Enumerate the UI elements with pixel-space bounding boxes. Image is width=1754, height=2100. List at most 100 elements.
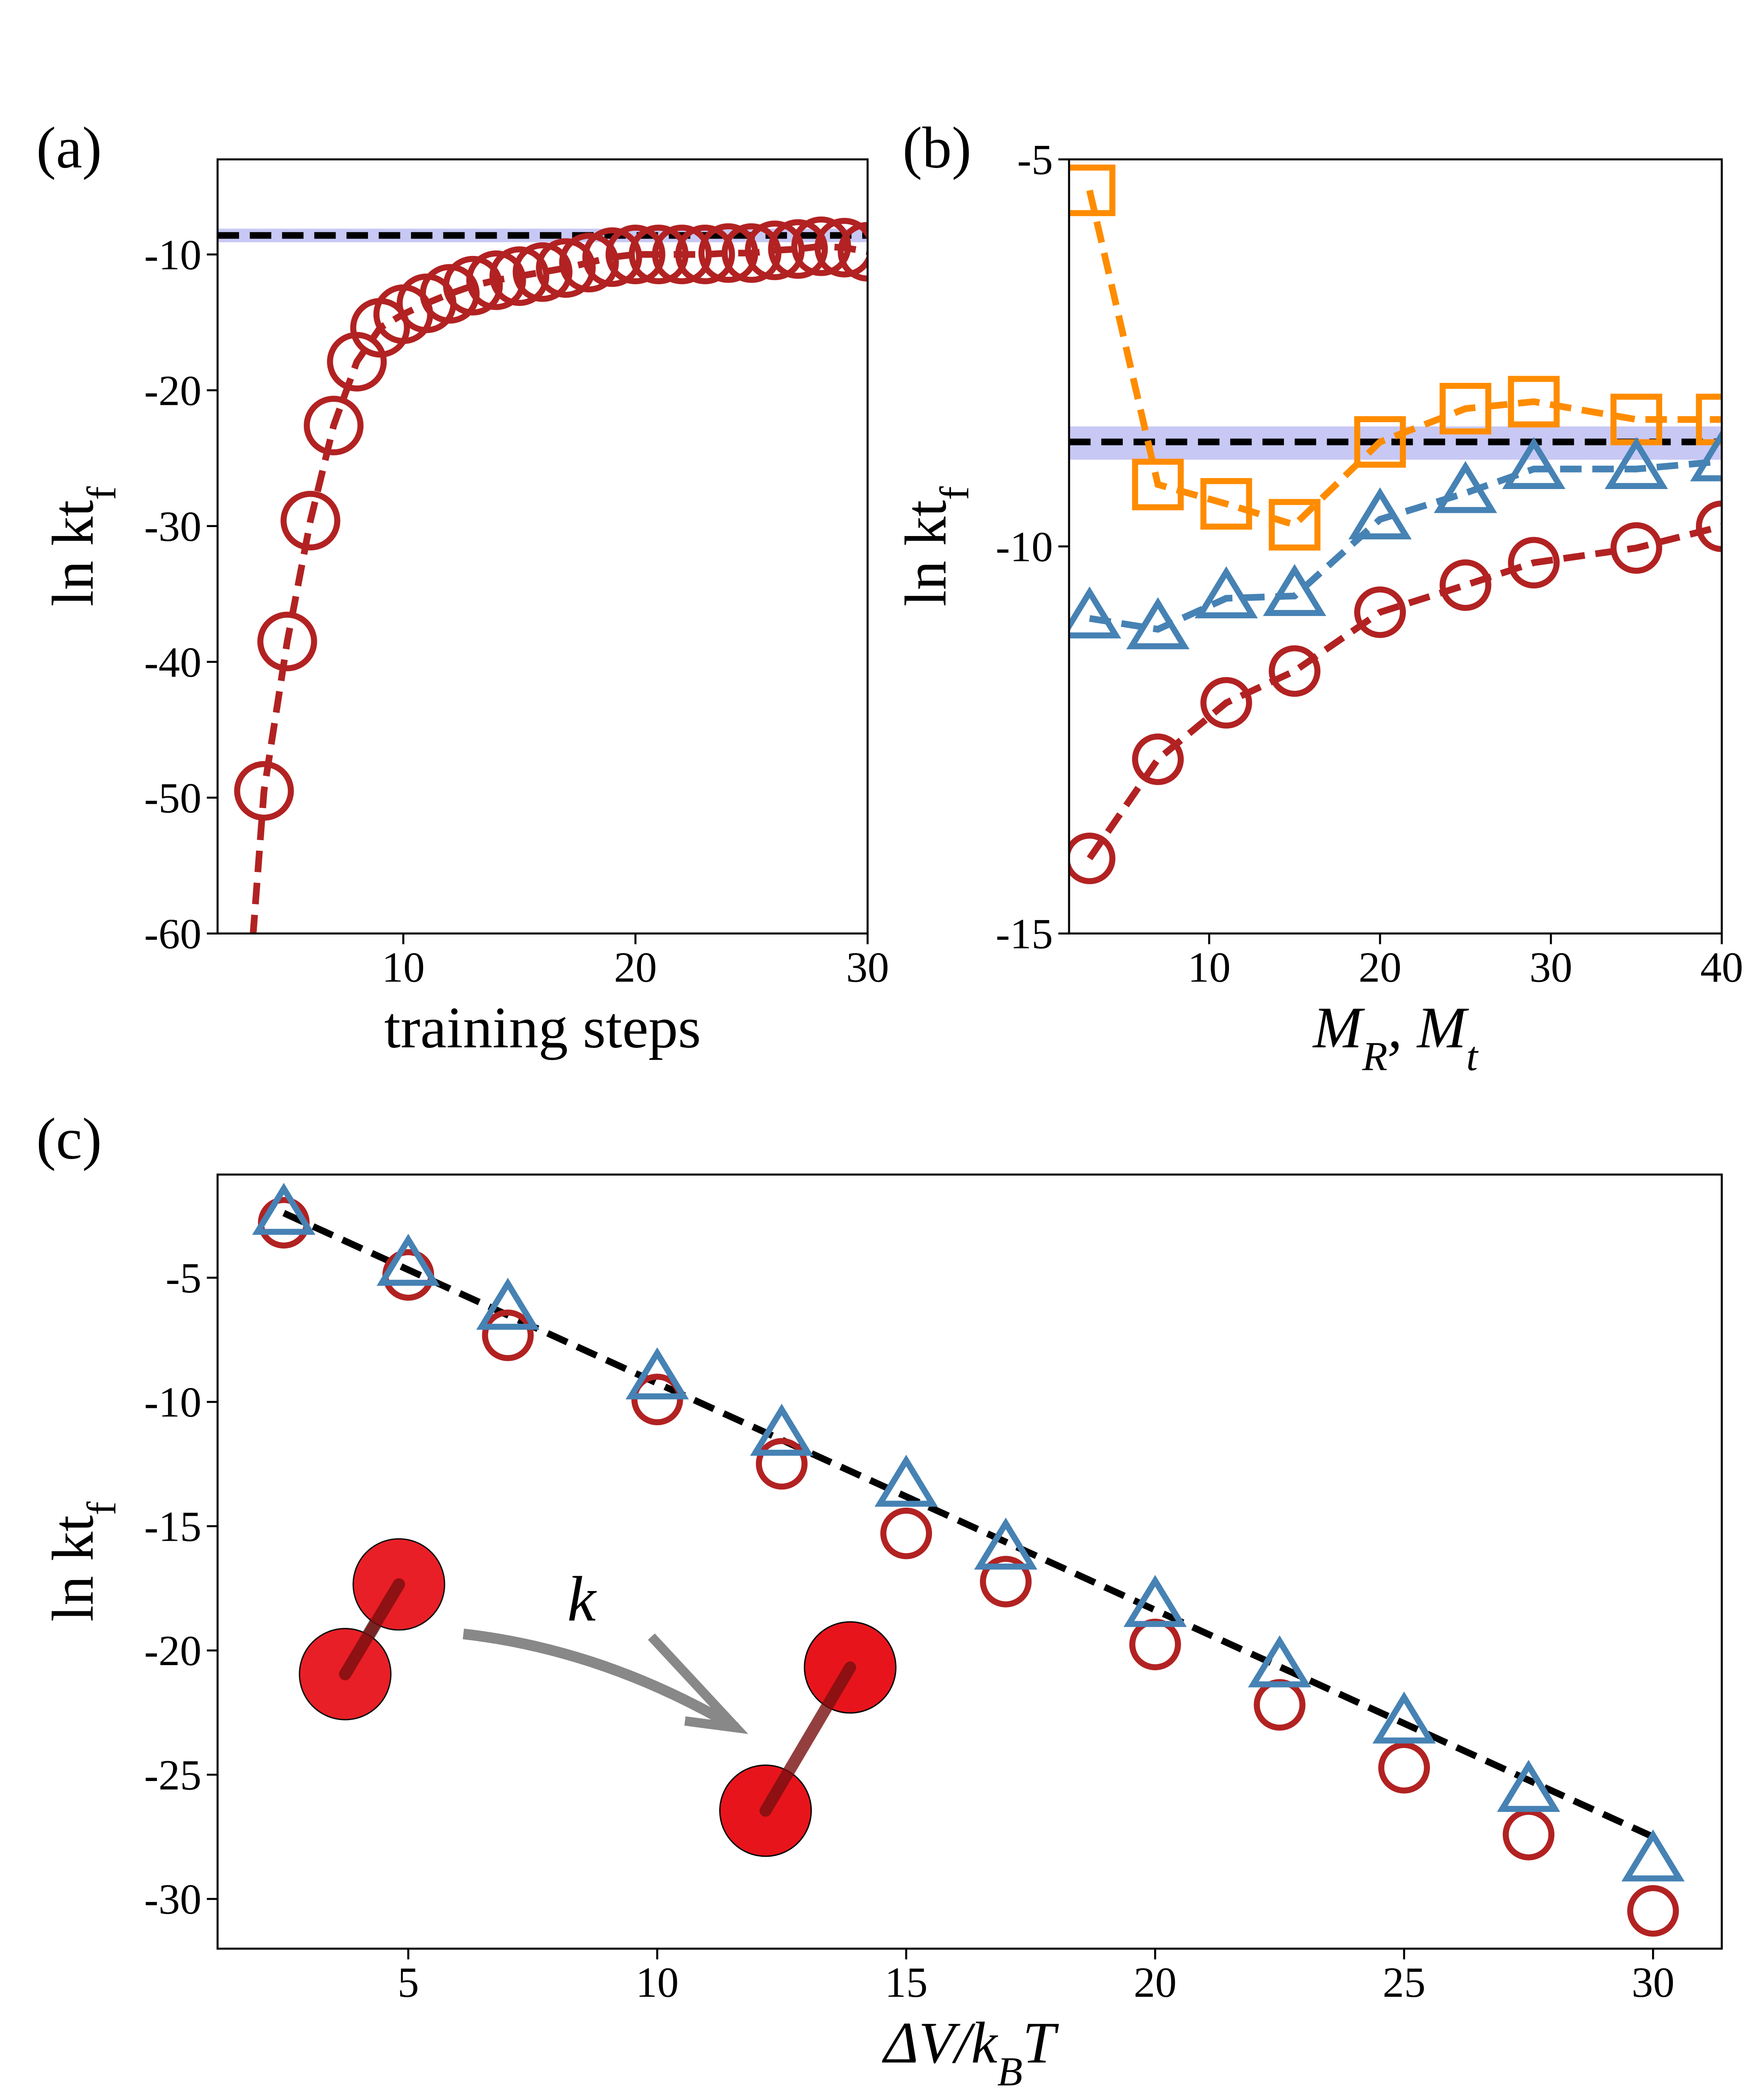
marker-circle [1354, 586, 1406, 638]
molecule-illustration [299, 1538, 897, 1857]
marker-triangle [1123, 1575, 1187, 1627]
marker-triangle [1690, 429, 1722, 481]
x-tick-label: 20 [1358, 944, 1402, 991]
marker-square [1508, 376, 1560, 428]
y-tick-label: -30 [144, 1876, 201, 1923]
marker-triangle [252, 1182, 316, 1235]
marker-triangle [1194, 566, 1258, 618]
series-line [1089, 458, 1722, 633]
y-tick-label: -5 [1017, 136, 1053, 184]
x-axis-label-part: ΔV/k [882, 2011, 998, 2076]
y-tick-label: -25 [144, 1751, 201, 1799]
marker-circle [745, 220, 805, 280]
plot-area [1069, 164, 1722, 885]
marker-square [1268, 499, 1321, 551]
y-tick-label: -15 [995, 910, 1053, 958]
x-tick-label: 5 [398, 1959, 419, 2006]
panel-label: (a) [36, 115, 102, 181]
marker-triangle [1263, 564, 1326, 616]
x-axis-label-part: , M [1388, 995, 1469, 1061]
marker-triangle [874, 1454, 938, 1507]
marker-triangle [974, 1517, 1038, 1570]
marker-square [1696, 393, 1722, 445]
x-tick-label: 40 [1700, 944, 1743, 991]
y-axis-label-part: ln kt [41, 1515, 106, 1622]
marker-circle [1254, 1679, 1306, 1731]
y-axis-label-part: ln kt [41, 500, 106, 606]
y-tick-label: -10 [144, 1379, 201, 1426]
x-tick-label: 30 [846, 944, 889, 991]
y-tick-label: -60 [144, 910, 201, 958]
x-axis-label-part: T [1023, 2011, 1059, 2076]
marker-circle [605, 225, 665, 284]
marker-circle [512, 242, 573, 302]
y-tick-label: -15 [144, 1503, 201, 1550]
marker-circle [234, 761, 294, 821]
marker-circle [257, 611, 317, 671]
marker-triangle [1621, 1829, 1685, 1882]
marker-circle [466, 250, 526, 310]
marker-circle [1268, 645, 1321, 697]
marker-circle [675, 225, 735, 284]
marker-circle [1508, 537, 1560, 589]
marker-circle [629, 225, 689, 284]
marker-circle [1439, 559, 1492, 611]
marker-triangle [1434, 461, 1497, 513]
marker-square [1132, 459, 1184, 511]
marker-circle [489, 246, 550, 306]
marker-circle [1129, 1619, 1181, 1671]
marker-square [1069, 164, 1116, 216]
marker-square [1200, 478, 1252, 530]
marker-circle [1069, 833, 1116, 885]
marker-circle [1378, 1742, 1430, 1794]
marker-triangle [625, 1347, 689, 1399]
x-axis-label: MR, Mt [1312, 995, 1479, 1080]
plot-area [214, 216, 868, 1123]
marker-triangle [377, 1234, 440, 1286]
y-axis-label: ln ktf [41, 486, 125, 606]
marker-triangle [1605, 437, 1668, 489]
marker-circle [1696, 500, 1722, 552]
marker-square [1439, 382, 1492, 434]
marker-triangle [1248, 1635, 1311, 1688]
marker-circle [880, 1507, 932, 1559]
x-tick-label: 20 [614, 944, 657, 991]
y-axis-label-part: f [79, 486, 125, 500]
marker-circle [214, 1069, 268, 1123]
y-tick-label: -5 [166, 1254, 202, 1302]
marker-circle [631, 1374, 683, 1425]
series-line [1086, 523, 1722, 860]
y-axis-label-part: ln kt [893, 500, 959, 606]
marker-triangle [1502, 437, 1566, 489]
x-tick-label: 25 [1383, 1959, 1426, 2006]
x-axis-label-part: B [997, 2049, 1023, 2095]
x-axis-label-part: M [1312, 995, 1365, 1061]
marker-circle [980, 1556, 1032, 1608]
x-axis-label-part: t [1466, 1034, 1479, 1080]
axes-frame [216, 158, 869, 935]
marker-square [1354, 416, 1406, 468]
panel-label: (c) [36, 1107, 102, 1172]
series-line [250, 243, 868, 934]
x-tick-label: 15 [885, 1959, 928, 2006]
y-tick-label: -10 [144, 231, 201, 278]
marker-circle [652, 225, 712, 284]
marker-circle [443, 256, 503, 316]
marker-triangle [476, 1278, 540, 1330]
x-tick-label: 10 [636, 1959, 679, 2006]
marker-circle [559, 233, 619, 293]
series-line [1086, 190, 1722, 529]
marker-circle [382, 1249, 434, 1301]
marker-circle [304, 396, 364, 456]
y-tick-label: -30 [144, 503, 201, 550]
y-axis-label-part: f [932, 486, 978, 500]
axes-frame [1068, 158, 1723, 935]
marker-triangle [1069, 586, 1122, 639]
marker-circle [482, 1309, 534, 1361]
marker-circle [1200, 677, 1252, 729]
marker-circle [791, 216, 851, 276]
x-tick-label: 10 [1188, 944, 1231, 991]
x-axis-label: training steps [384, 995, 701, 1061]
y-axis-label: ln ktf [41, 1501, 125, 1622]
